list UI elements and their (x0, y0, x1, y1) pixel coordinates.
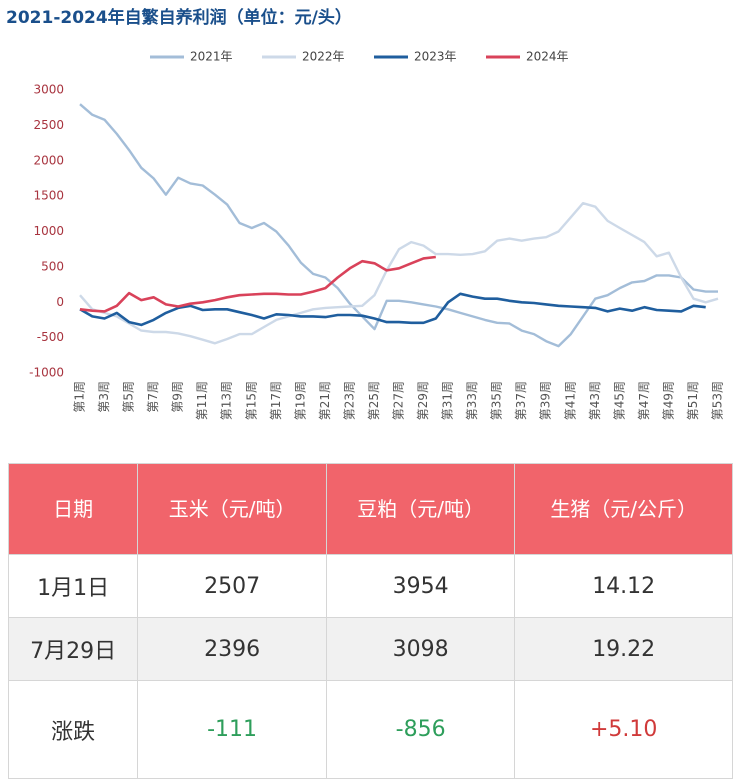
header-cell: 玉米（元/吨） (137, 463, 327, 555)
table-row: 1月1日 2507 3954 14.12 (7, 554, 733, 618)
series-line (79, 255, 436, 313)
header-row: 日期 玉米（元/吨） 豆粕（元/吨） 生猪（元/公斤） (7, 463, 733, 555)
x-tick-label: 第41周 (563, 381, 577, 420)
table-cell: -111 (137, 680, 327, 779)
table-row: 7月29日 2396 3098 19.22 (7, 617, 733, 681)
x-tick-label: 第9周 (171, 381, 185, 413)
x-tick-label: 第7周 (146, 381, 160, 413)
chart: 2021-2024年自繁自养利润（单位：元/头） -1000 -500 0 500 10… (6, 7, 725, 420)
x-tick-label: 第27周 (392, 381, 406, 420)
table-cell: 2396 (137, 617, 327, 681)
x-tick-label: 第47周 (637, 381, 651, 420)
y-tick-label: 3000 (33, 83, 64, 97)
legend-label: 2024年 (526, 50, 569, 64)
table-cell: 3098 (325, 617, 516, 681)
x-tick-label: 第43周 (588, 381, 602, 420)
series-line (79, 103, 718, 348)
x-tick-label: 第35周 (490, 381, 504, 420)
y-tick-label: -500 (37, 330, 64, 344)
x-tick-label: 第33周 (465, 381, 479, 420)
table-cell: 3954 (325, 554, 516, 618)
x-tick-label: 第23周 (342, 381, 356, 420)
y-tick-label: 2500 (33, 118, 64, 132)
x-tick-label: 第15周 (244, 381, 258, 420)
series-line (79, 202, 719, 345)
header-cell: 豆粕（元/吨） (325, 463, 516, 555)
x-tick-label: 第29周 (416, 381, 430, 420)
table-cell: -856 (325, 680, 516, 779)
x-tick-label: 第3周 (97, 381, 111, 413)
x-tick-label: 第13周 (220, 381, 234, 420)
x-tick-label: 第49周 (661, 381, 675, 420)
table-cell: +5.10 (514, 680, 733, 779)
table-cell: 14.12 (514, 554, 733, 618)
table-cell: 19.22 (514, 617, 733, 681)
x-tick-label: 第45周 (612, 381, 626, 420)
chart-title: 2021-2024年自繁自养利润（单位：元/头） (6, 7, 352, 28)
legend-label: 2021年 (190, 50, 233, 64)
x-tick-label: 第5周 (122, 381, 136, 413)
price-table: 日期 玉米（元/吨） 豆粕（元/吨） 生猪（元/公斤） 1月1日 2507 3954 14.1… (7, 463, 733, 779)
header-cell: 生猪（元/公斤） (514, 463, 733, 555)
y-tick-label: 500 (41, 259, 64, 273)
y-tick-label: 1500 (33, 189, 64, 203)
table-cell: 1月1日 (7, 554, 139, 618)
x-tick-label: 第1周 (73, 381, 87, 413)
x-tick-label: 第39周 (539, 381, 553, 420)
y-tick-label: 1000 (33, 224, 64, 238)
y-tick-label: 0 (56, 295, 64, 309)
x-tick-label: 第17周 (269, 381, 283, 420)
x-tick-label: 第11周 (195, 381, 209, 420)
legend-label: 2023年 (414, 50, 457, 64)
legend-label: 2022年 (302, 50, 345, 64)
series-line (79, 292, 706, 327)
x-tick-label: 第37周 (514, 381, 528, 420)
y-tick-label: -1000 (29, 366, 64, 380)
header-cell: 日期 (7, 463, 139, 555)
table-cell: 7月29日 (7, 617, 139, 681)
x-tick-label: 第51周 (686, 381, 700, 420)
table-row: 涨跌 -111 -856 +5.10 (7, 680, 733, 779)
x-tick-label: 第53周 (711, 381, 725, 420)
table-cell: 涨跌 (7, 680, 139, 779)
x-tick-label: 第21周 (318, 381, 332, 420)
x-tick-label: 第31周 (441, 381, 455, 420)
x-tick-label: 第19周 (293, 381, 307, 420)
table-cell: 2507 (137, 554, 327, 618)
x-tick-label: 第25周 (367, 381, 381, 420)
y-tick-label: 2000 (33, 153, 64, 167)
